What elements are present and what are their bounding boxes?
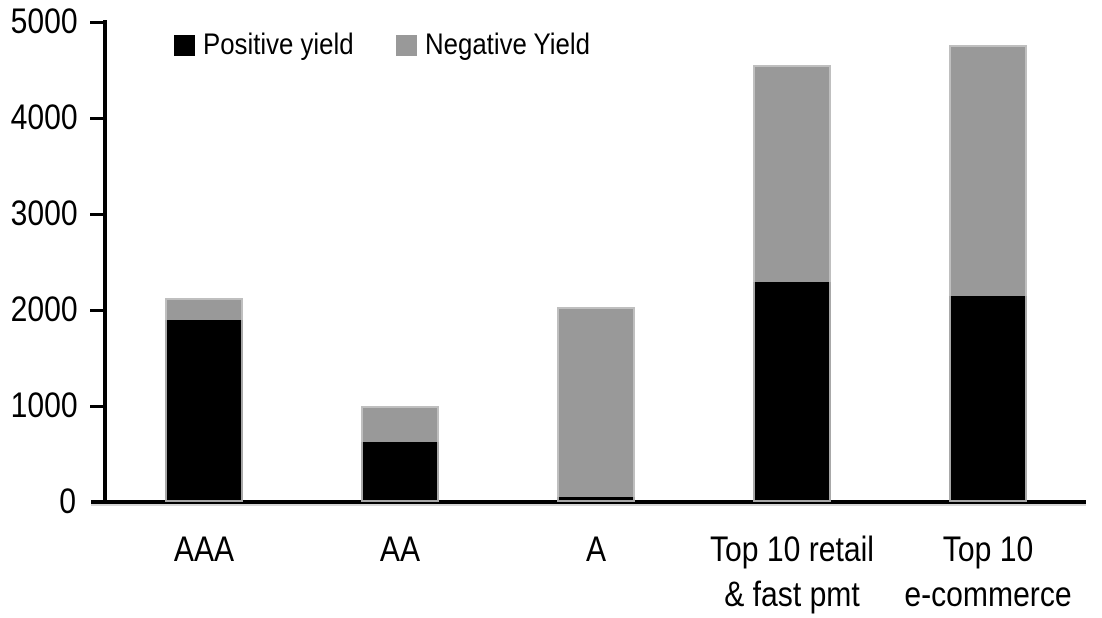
y-tick-label-0: 0 xyxy=(59,482,76,521)
y-tick-label-1000: 1000 xyxy=(10,386,78,425)
category-label-aa: AA xyxy=(379,530,421,569)
bar-aa-negative-segment xyxy=(361,405,439,442)
legend-label-negative-yield: Negative Yield xyxy=(425,28,591,61)
x-axis-line xyxy=(91,500,1086,504)
bar-top-10-retail-fast-pmt-negative-segment xyxy=(753,64,831,283)
bar-top-10-e-commerce-positive-segment xyxy=(949,295,1027,502)
category-label-a: A xyxy=(585,530,607,569)
legend-label-positive-yield: Positive yield xyxy=(203,28,354,61)
negative-yield-swatch-icon xyxy=(396,34,418,56)
legend-item-negative-yield: Negative Yield xyxy=(396,28,617,61)
bar-aaa xyxy=(165,298,243,502)
legend-item-positive-yield: Positive yield xyxy=(174,28,378,61)
bar-top-10-retail-fast-pmt-positive-segment xyxy=(753,282,831,502)
y-tick-label-3000: 3000 xyxy=(10,194,78,233)
y-tick-5000 xyxy=(90,20,104,24)
bar-a xyxy=(557,306,635,502)
bar-aaa-negative-segment xyxy=(165,298,243,320)
y-tick-1000 xyxy=(90,404,104,408)
y-tick-3000 xyxy=(90,212,104,216)
bar-aa-positive-segment xyxy=(361,441,439,502)
bar-aa xyxy=(361,405,439,502)
y-tick-2000 xyxy=(90,308,104,312)
bar-aaa-positive-segment xyxy=(165,319,243,502)
category-label-aaa: AAA xyxy=(173,530,235,569)
y-tick-label-4000: 4000 xyxy=(10,98,78,137)
y-tick-4000 xyxy=(90,116,104,120)
bar-top-10-e-commerce xyxy=(949,45,1027,502)
bar-top-10-retail-fast-pmt xyxy=(753,64,831,502)
y-axis-line xyxy=(103,20,107,504)
legend: Positive yield Negative Yield xyxy=(174,28,617,61)
bar-a-negative-segment xyxy=(557,306,635,498)
category-label-top-10-retail-fast-pmt: Top 10 retail & fast pmt xyxy=(710,530,874,614)
category-label-top-10-e-commerce: Top 10 e-commerce xyxy=(904,530,1072,614)
y-tick-label-5000: 5000 xyxy=(10,2,78,41)
bar-a-positive-segment xyxy=(557,497,635,502)
bar-top-10-e-commerce-negative-segment xyxy=(949,45,1027,296)
positive-yield-swatch-icon xyxy=(174,34,195,56)
y-tick-label-2000: 2000 xyxy=(10,290,78,329)
